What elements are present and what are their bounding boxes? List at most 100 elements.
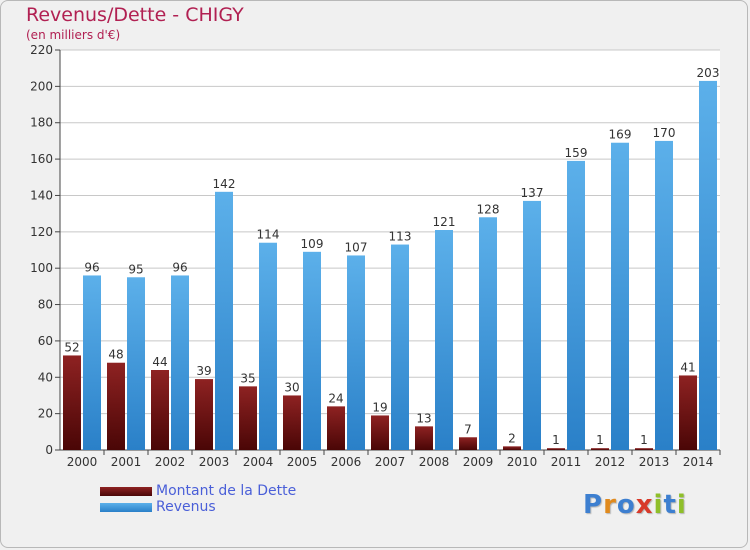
data-label-revenus-2012: 169	[609, 128, 632, 142]
bar-dette-2006	[327, 406, 345, 450]
x-tick-label: 2008	[419, 455, 450, 469]
data-label-revenus-2003: 142	[213, 177, 236, 191]
data-label-revenus-2011: 159	[565, 146, 588, 160]
data-label-dette-2014: 41	[680, 360, 695, 374]
logo-letter: P	[583, 490, 604, 520]
bar-dette-2014	[679, 375, 697, 450]
x-tick-label: 2006	[331, 455, 362, 469]
y-tick-label: 120	[30, 225, 53, 239]
data-label-dette-2012: 1	[596, 433, 604, 447]
data-label-revenus-2004: 114	[257, 228, 280, 242]
data-label-dette-2010: 2	[508, 431, 516, 445]
bar-revenus-2014	[699, 80, 717, 450]
y-tick-label: 0	[45, 443, 53, 457]
data-label-revenus-2008: 121	[433, 215, 456, 229]
x-tick-label: 2005	[287, 455, 318, 469]
data-label-revenus-2002: 96	[172, 260, 187, 274]
data-label-dette-2011: 1	[552, 433, 560, 447]
data-label-dette-2002: 44	[152, 355, 167, 369]
bar-revenus-2008	[435, 230, 453, 450]
x-tick-label: 2012	[595, 455, 626, 469]
bar-revenus-2009	[479, 217, 497, 450]
bar-revenus-2012	[611, 142, 629, 450]
logo-letter: i	[653, 490, 664, 520]
data-label-dette-2004: 35	[240, 371, 255, 385]
bar-dette-2004	[239, 386, 257, 450]
bar-dette-2002	[151, 370, 169, 450]
y-tick-label: 40	[38, 370, 53, 384]
y-tick-label: 80	[38, 298, 53, 312]
data-label-revenus-2014: 203	[697, 66, 720, 80]
data-label-dette-2000: 52	[64, 340, 79, 354]
x-tick-label: 2007	[375, 455, 406, 469]
logo-letter: x	[635, 490, 654, 520]
data-label-dette-2007: 19	[372, 400, 387, 414]
data-label-revenus-2009: 128	[477, 202, 500, 216]
x-tick-label: 2001	[111, 455, 142, 469]
bar-revenus-2001	[127, 277, 145, 450]
data-label-dette-2005: 30	[284, 380, 299, 394]
y-tick-label: 180	[30, 116, 53, 130]
bar-dette-2013	[635, 448, 653, 450]
x-tick-label: 2000	[67, 455, 98, 469]
x-tick-label: 2014	[683, 455, 714, 469]
data-label-dette-2001: 48	[108, 348, 123, 362]
x-tick-label: 2009	[463, 455, 494, 469]
bar-dette-2000	[63, 355, 81, 450]
bar-revenus-2006	[347, 255, 365, 450]
data-label-dette-2003: 39	[196, 364, 211, 378]
bar-revenus-2007	[391, 244, 409, 450]
bar-dette-2001	[107, 362, 125, 450]
bar-dette-2007	[371, 415, 389, 450]
bar-revenus-2011	[567, 160, 585, 450]
proxiti-logo: Proxiti	[583, 490, 687, 520]
bar-dette-2009	[459, 437, 477, 450]
bar-revenus-2000	[83, 275, 101, 450]
x-tick-label: 2010	[507, 455, 538, 469]
chart-subtitle: (en milliers d'€)	[26, 28, 121, 42]
bar-dette-2012	[591, 448, 609, 450]
data-label-dette-2008: 13	[416, 411, 431, 425]
logo-letter: t	[663, 490, 677, 520]
bar-dette-2011	[547, 448, 565, 450]
bar-revenus-2013	[655, 140, 673, 450]
y-tick-label: 200	[30, 79, 53, 93]
bar-revenus-2010	[523, 200, 541, 450]
data-label-revenus-2005: 109	[301, 237, 324, 251]
y-tick-label: 20	[38, 407, 53, 421]
bar-revenus-2005	[303, 251, 321, 450]
bar-revenus-2003	[215, 191, 233, 450]
x-tick-label: 2002	[155, 455, 186, 469]
logo-letter: i	[676, 490, 687, 520]
data-label-revenus-2013: 170	[653, 126, 676, 140]
y-tick-label: 100	[30, 261, 53, 275]
y-tick-label: 140	[30, 188, 53, 202]
data-label-revenus-2001: 95	[128, 262, 143, 276]
x-tick-label: 2004	[243, 455, 274, 469]
x-tick-label: 2003	[199, 455, 230, 469]
bar-dette-2008	[415, 426, 433, 450]
x-tick-label: 2011	[551, 455, 582, 469]
chart-title: Revenus/Dette - CHIGY	[26, 4, 244, 26]
plot-area	[60, 50, 720, 450]
bar-dette-2010	[503, 446, 521, 450]
bar-revenus-2004	[259, 242, 277, 450]
data-label-revenus-2007: 113	[389, 230, 412, 244]
legend-label-revenus: Revenus	[156, 499, 216, 515]
y-tick-label: 220	[30, 43, 53, 57]
x-tick-label: 2013	[639, 455, 670, 469]
data-label-revenus-2000: 96	[84, 260, 99, 274]
y-tick-label: 160	[30, 152, 53, 166]
bar-dette-2005	[283, 395, 301, 450]
legend-swatch-dette	[100, 487, 152, 496]
data-label-revenus-2010: 137	[521, 186, 544, 200]
logo-letter: o	[616, 490, 636, 520]
legend-label-dette: Montant de la Dette	[156, 483, 297, 499]
data-label-revenus-2006: 107	[345, 240, 368, 254]
data-label-dette-2009: 7	[464, 422, 472, 436]
bar-dette-2003	[195, 379, 213, 450]
data-label-dette-2006: 24	[328, 391, 343, 405]
y-tick-label: 60	[38, 334, 53, 348]
bar-revenus-2002	[171, 275, 189, 450]
